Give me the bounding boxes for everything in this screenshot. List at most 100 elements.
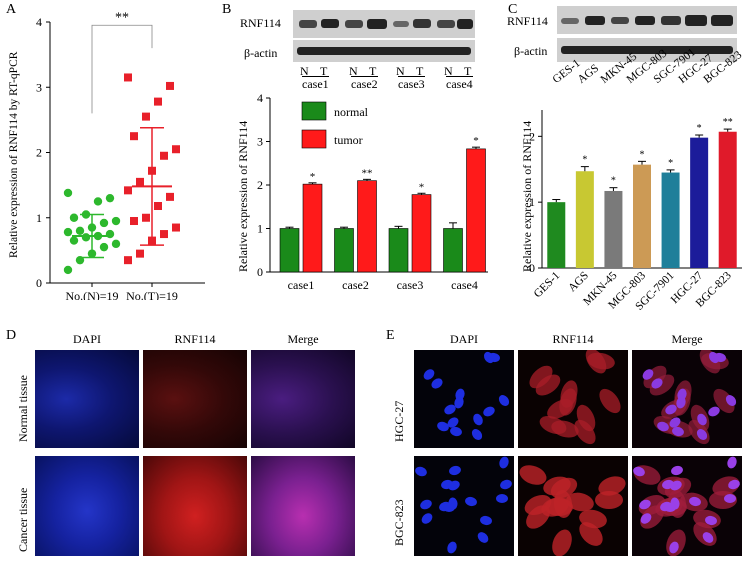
b-significance: ** bbox=[362, 167, 373, 179]
panel-c-blot-actin bbox=[557, 38, 737, 62]
panel-d-letter: D bbox=[6, 328, 17, 343]
panel-e-col-dapi: DAPI bbox=[449, 332, 478, 346]
panel-b-case-label: case3 bbox=[398, 76, 425, 91]
a-point-tumor bbox=[142, 112, 150, 121]
panel-b-lane-label: N bbox=[444, 64, 453, 78]
panel-b-lane-label: N bbox=[349, 64, 358, 78]
b-y-tick-label: 4 bbox=[257, 91, 263, 105]
b-bar-normal bbox=[279, 228, 300, 273]
a-point-normal bbox=[75, 226, 85, 235]
panel-b-blot-actin bbox=[293, 40, 475, 62]
cell-nucleus bbox=[594, 490, 623, 509]
a-x-tick-label: No.(T)=19 bbox=[126, 289, 178, 300]
a-point-normal bbox=[93, 197, 103, 206]
cell-nucleus bbox=[445, 539, 459, 555]
cell-nucleus bbox=[726, 456, 739, 470]
panel-b-case-label: case4 bbox=[446, 76, 473, 91]
cell-nucleus bbox=[469, 427, 485, 443]
panel-e-bgc823-rnf114-image bbox=[518, 456, 628, 556]
b-legend-label-tumor: tumor bbox=[334, 133, 363, 147]
a-point-normal bbox=[81, 233, 91, 242]
panel-e-bgc823-merge-image bbox=[632, 456, 742, 556]
panel-d-cancer-rnf114-image bbox=[143, 456, 247, 556]
panel-b-lane-label: T bbox=[416, 64, 424, 78]
cell-nucleus bbox=[669, 464, 684, 476]
b-bar-tumor bbox=[302, 183, 323, 273]
a-point-normal bbox=[69, 213, 79, 222]
b-y-tick-label: 1 bbox=[257, 222, 263, 236]
b-significance: * bbox=[473, 135, 479, 147]
cell-nucleus bbox=[496, 393, 512, 409]
a-point-normal bbox=[111, 239, 121, 249]
a-point-tumor bbox=[130, 132, 138, 141]
c-bar bbox=[690, 137, 709, 268]
a-point-tumor bbox=[172, 145, 180, 154]
c-significance: ** bbox=[723, 117, 733, 128]
panel-b-case-label: case1 bbox=[302, 76, 329, 91]
a-point-normal bbox=[69, 236, 79, 245]
c-x-tick-label: GES-1 bbox=[532, 269, 563, 300]
a-x-tick-label: No.(N)=19 bbox=[65, 289, 118, 300]
a-point-tumor bbox=[130, 217, 138, 226]
panel-c-blot-rnf114 bbox=[557, 6, 737, 34]
a-point-tumor bbox=[136, 249, 144, 258]
b-bar-normal bbox=[443, 228, 463, 273]
panel-b-blot-label-actin: β-actin bbox=[244, 46, 278, 60]
panel-b-blot-rnf114 bbox=[293, 10, 475, 38]
c-significance: * bbox=[611, 176, 616, 187]
cell-nucleus bbox=[464, 495, 479, 507]
cell-nucleus bbox=[475, 530, 491, 545]
c-bar bbox=[633, 164, 651, 268]
a-y-tick-label: 1 bbox=[36, 211, 42, 225]
panel-a-letter: A bbox=[6, 2, 17, 17]
panel-e-col-merge: Merge bbox=[671, 332, 703, 346]
cell-nucleus bbox=[548, 526, 576, 556]
b-x-tick-label: case1 bbox=[288, 278, 315, 290]
cell-nucleus bbox=[498, 456, 511, 470]
c-bar bbox=[547, 202, 566, 268]
c-x-tick-label: AGS bbox=[566, 270, 591, 295]
a-y-tick-label: 4 bbox=[36, 15, 42, 29]
a-significance-label: ** bbox=[115, 10, 129, 25]
panel-e-hgc27-dapi-image bbox=[414, 350, 514, 448]
b-bar-tumor bbox=[411, 194, 432, 273]
cell-nucleus bbox=[471, 412, 485, 428]
a-point-normal bbox=[63, 188, 73, 198]
cell-nucleus bbox=[498, 478, 513, 491]
panel-e-bgc823-dapi-image bbox=[414, 456, 514, 556]
a-point-normal bbox=[111, 216, 121, 226]
b-bar-tumor bbox=[466, 148, 486, 273]
c-y-tick-label: 0 bbox=[529, 261, 535, 275]
c-significance: * bbox=[697, 123, 702, 134]
panel-b-lane-label: N bbox=[300, 64, 309, 78]
a-point-tumor bbox=[136, 177, 144, 186]
panel-d-normal-rnf114-image bbox=[143, 350, 247, 448]
panel-d-normal-dapi-image bbox=[35, 350, 139, 448]
panel-e-hgc27-rnf114-image bbox=[518, 350, 628, 448]
b-legend-swatch-normal bbox=[301, 101, 327, 121]
b-significance: * bbox=[310, 171, 316, 183]
cell-nucleus bbox=[429, 376, 445, 391]
a-point-tumor bbox=[124, 186, 132, 195]
panel-d-row-cancer: Cancer tissue bbox=[16, 487, 30, 552]
a-point-tumor bbox=[166, 81, 174, 90]
a-point-normal bbox=[63, 265, 73, 275]
panel-d-cancer-dapi-image bbox=[35, 456, 139, 556]
panel-b-chart: 0 1 2 3 4 * case1 ** case2 * case3 * case4 normal tumo… bbox=[257, 91, 488, 290]
c-bar bbox=[661, 172, 680, 268]
b-bar-normal bbox=[388, 228, 409, 273]
cell-nucleus bbox=[595, 384, 625, 417]
a-point-normal bbox=[105, 193, 115, 203]
c-significance: * bbox=[640, 149, 645, 160]
b-legend-label-normal: normal bbox=[334, 105, 369, 119]
panel-d-normal-merge-image bbox=[251, 350, 355, 448]
a-point-normal bbox=[63, 227, 73, 237]
panel-e-col-rnf114: RNF114 bbox=[552, 332, 594, 346]
cell-nucleus bbox=[414, 465, 429, 479]
panel-d-row-normal: Normal tissue bbox=[16, 375, 30, 442]
a-point-tumor bbox=[154, 97, 162, 106]
panel-d-col-rnf114: RNF114 bbox=[174, 332, 216, 346]
c-bar bbox=[718, 131, 737, 268]
panel-c-chart: 012GES-1*AGS*MKN-45*MGC-803*SGC-7901*HGC… bbox=[529, 110, 742, 313]
a-significance-bracket bbox=[91, 24, 153, 114]
